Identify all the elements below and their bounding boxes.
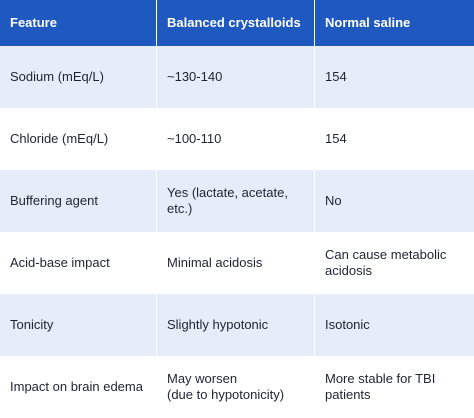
row-saline-cell: No (314, 170, 474, 232)
row-balanced-cell: May worsen (due to hypotonicity) (156, 356, 314, 418)
row-balanced-cell: Minimal acidosis (156, 232, 314, 294)
header-balanced-crystalloids: Balanced crystalloids (156, 0, 314, 46)
row-feature-cell: Impact on brain edema (0, 356, 156, 418)
row-feature-cell: Acid-base impact (0, 232, 156, 294)
row-balanced-cell: ~100-110 (156, 108, 314, 170)
header-feature: Feature (0, 0, 156, 46)
row-balanced-cell: Slightly hypotonic (156, 294, 314, 356)
row-feature-cell: Chloride (mEq/L) (0, 108, 156, 170)
row-feature-cell: Tonicity (0, 294, 156, 356)
row-saline-cell: 154 (314, 108, 474, 170)
row-feature-cell: Sodium (mEq/L) (0, 46, 156, 108)
row-saline-cell: Can cause metabolic acidosis (314, 232, 474, 294)
row-balanced-cell: Yes (lactate, acetate, etc.) (156, 170, 314, 232)
row-saline-cell: More stable for TBI patients (314, 356, 474, 418)
row-balanced-cell: ~130-140 (156, 46, 314, 108)
row-saline-cell: Isotonic (314, 294, 474, 356)
row-feature-cell: Buffering agent (0, 170, 156, 232)
row-saline-cell: 154 (314, 46, 474, 108)
header-normal-saline: Normal saline (314, 0, 474, 46)
